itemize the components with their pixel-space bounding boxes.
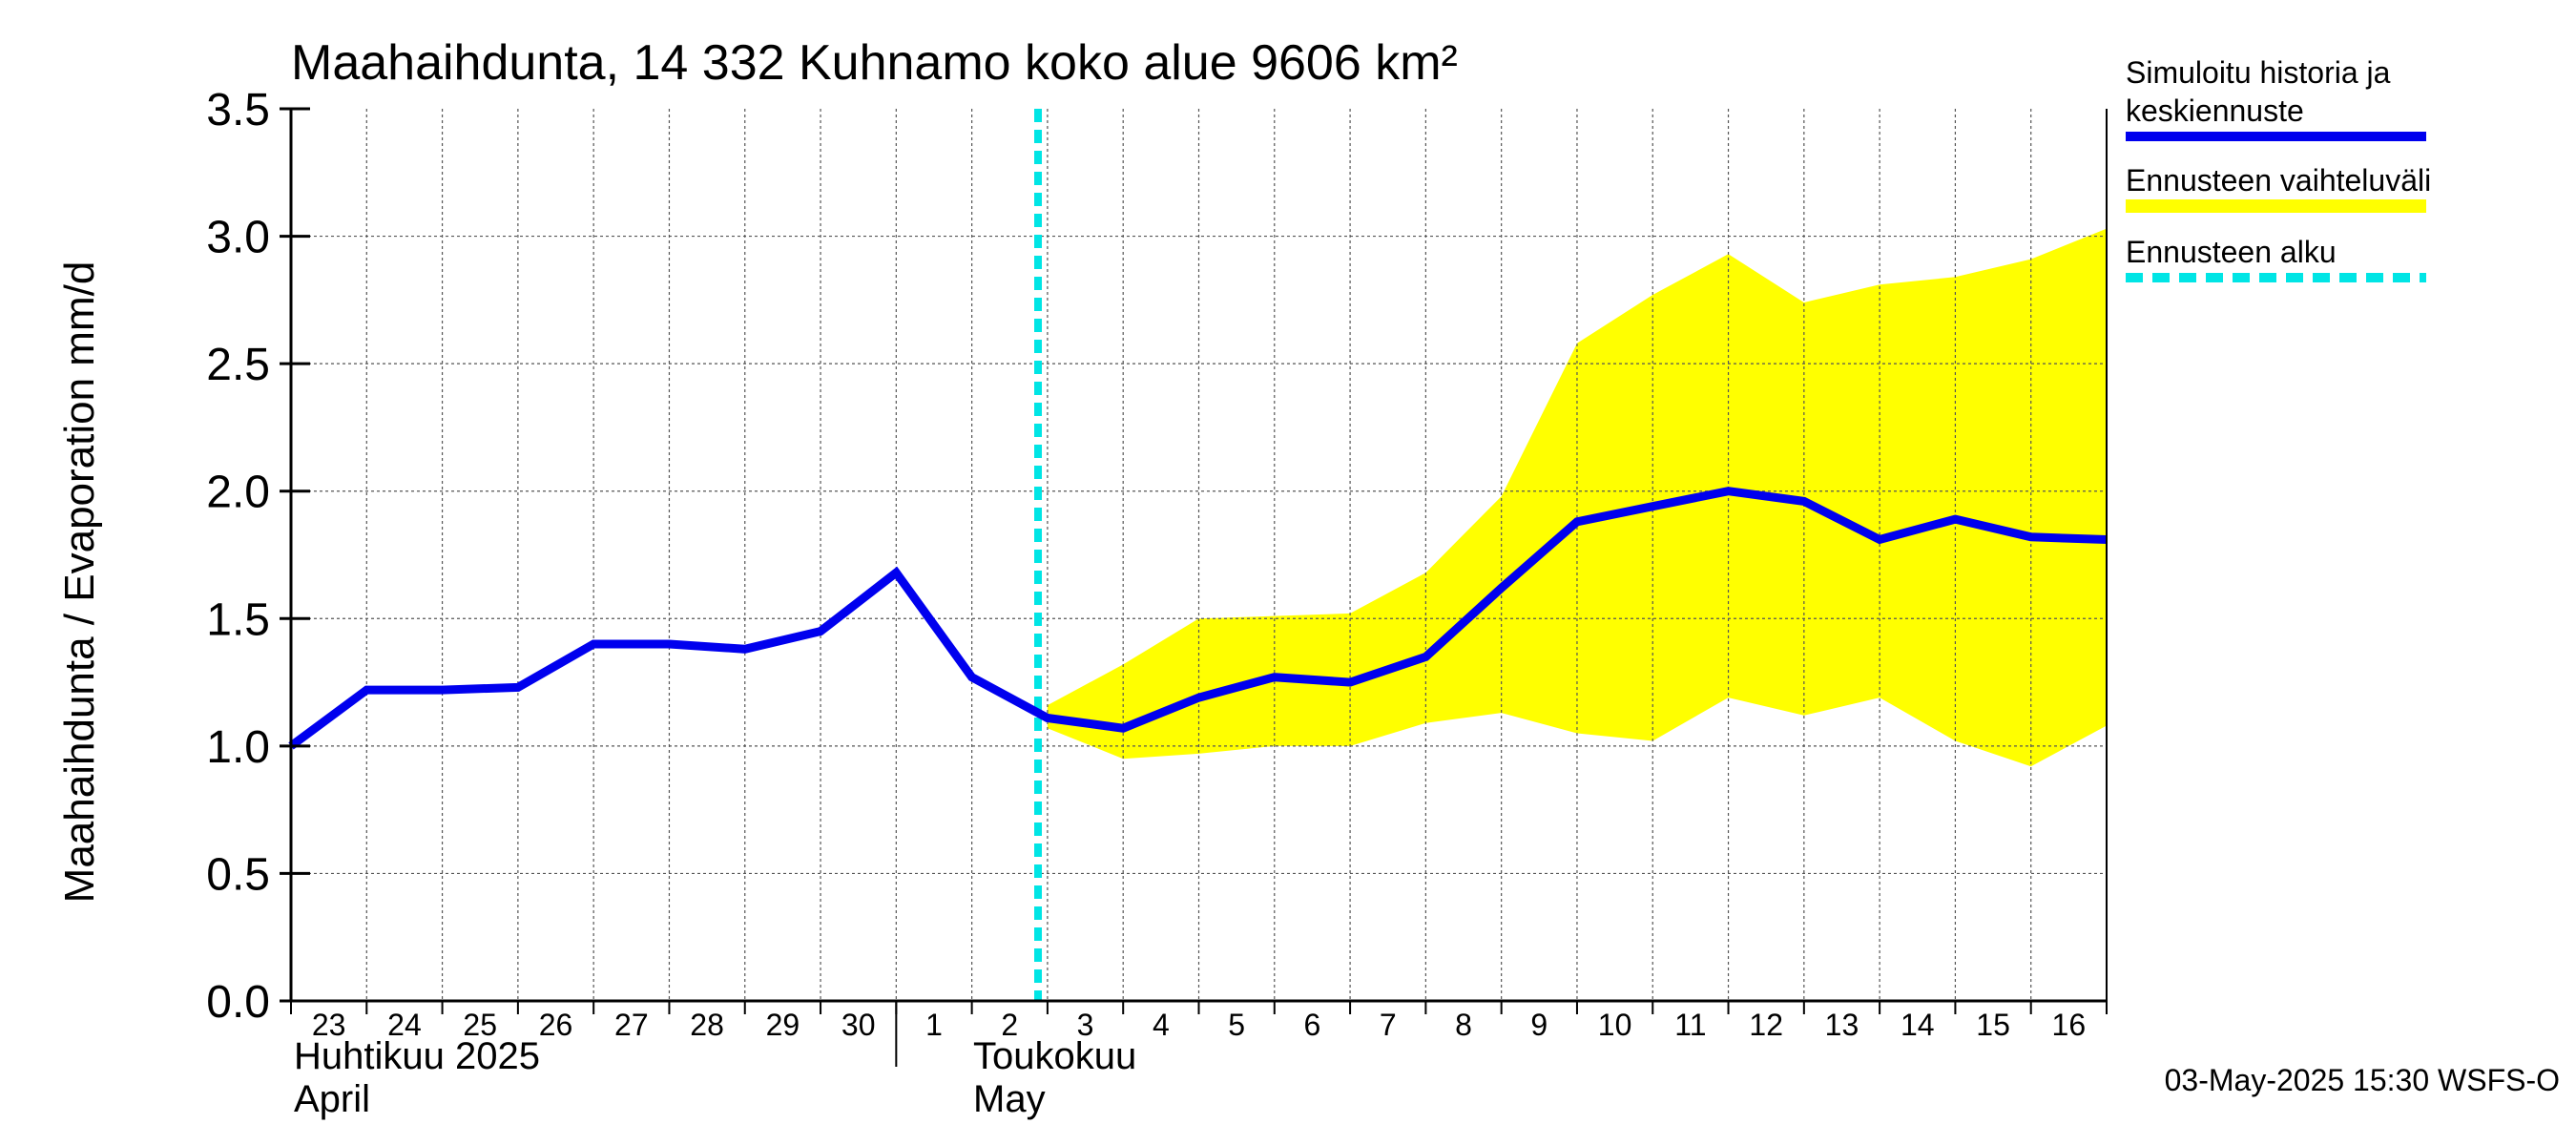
axes-layer: 0.00.51.01.52.02.53.03.523 24 25 26 27 28 29 30… xyxy=(206,85,2108,1067)
y-tick-label: 3.5 xyxy=(206,85,270,135)
x-tick-label: 13 xyxy=(1825,1008,1859,1042)
forecast-range-layer xyxy=(1047,228,2107,767)
footer-timestamp: 03-May-2025 15:30 WSFS-O xyxy=(2165,1063,2560,1097)
y-tick-label: 2.0 xyxy=(206,468,270,518)
x-tick-label: 5 xyxy=(1228,1008,1245,1042)
month-label-april-line2: April xyxy=(294,1078,370,1120)
x-tick-label: 16 xyxy=(2052,1008,2087,1042)
month-label-may-line2: May xyxy=(973,1078,1046,1120)
y-tick-label: 3.0 xyxy=(206,213,270,263)
x-tick-label: 12 xyxy=(1749,1008,1783,1042)
y-tick-label: 0.5 xyxy=(206,849,270,900)
y-axis-label: Maahaihdunta / Evaporation mm/d xyxy=(56,261,103,904)
chart-title: Maahaihdunta, 14 332 Kuhnamo koko alue 9… xyxy=(291,35,1458,91)
x-tick-label: 11 xyxy=(1674,1008,1706,1042)
x-tick-label: 30 xyxy=(841,1008,876,1042)
x-tick-label: 29 xyxy=(766,1008,800,1042)
x-tick-label: 10 xyxy=(1598,1008,1632,1042)
y-tick-label: 1.0 xyxy=(206,722,270,773)
grid-layer xyxy=(291,109,2107,1001)
x-tick-label: 24 xyxy=(387,1008,422,1042)
x-tick-label: 8 xyxy=(1455,1008,1472,1042)
forecast-range-band xyxy=(1047,228,2107,767)
month-label-may-line1: Toukokuu xyxy=(973,1035,1136,1077)
x-tick-label: 6 xyxy=(1304,1008,1321,1042)
x-tick-label: 27 xyxy=(614,1008,649,1042)
x-tick-label: 26 xyxy=(539,1008,573,1042)
x-tick-label: 15 xyxy=(1976,1008,2010,1042)
x-tick-label: 7 xyxy=(1380,1008,1397,1042)
legend-label-range: Ennusteen vaihteluväli xyxy=(2126,163,2431,198)
y-tick-label: 1.5 xyxy=(206,594,270,645)
simulated-line-layer xyxy=(288,487,2108,750)
month-label-april-line1: Huhtikuu 2025 xyxy=(294,1035,540,1077)
x-tick-label: 4 xyxy=(1153,1008,1170,1042)
x-tick-label: 9 xyxy=(1530,1008,1548,1042)
x-tick-label: 28 xyxy=(690,1008,724,1042)
legend-label-forecast-start: Ennusteen alku xyxy=(2126,235,2337,269)
x-tick-label: 25 xyxy=(463,1008,497,1042)
x-tick-label: 3 xyxy=(1077,1008,1094,1042)
simulated-mean-line xyxy=(288,487,2108,750)
legend-label-simulated-line1: Simuloitu historia ja xyxy=(2126,55,2391,90)
x-tick-label: 23 xyxy=(312,1008,346,1042)
y-tick-label: 0.0 xyxy=(206,977,270,1028)
y-tick-label: 2.5 xyxy=(206,340,270,390)
x-tick-label: 1 xyxy=(925,1008,943,1042)
legend-label-simulated-line2: keskiennuste xyxy=(2126,94,2304,128)
x-tick-label: 14 xyxy=(1901,1008,1935,1042)
x-tick-label: 2 xyxy=(1001,1008,1018,1042)
